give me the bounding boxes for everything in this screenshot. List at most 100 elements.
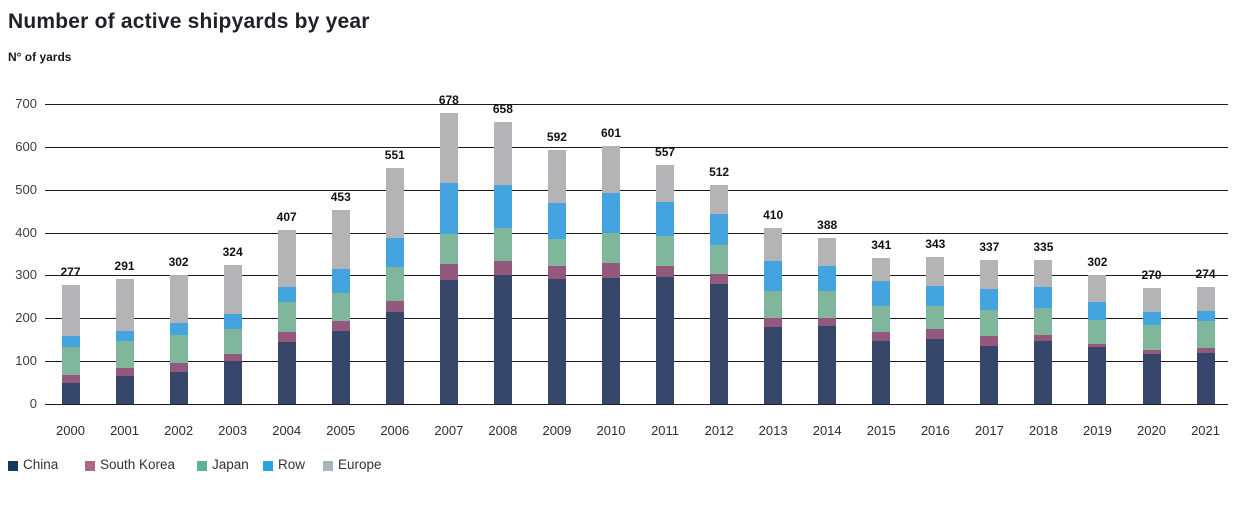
bar-segment-china-2009 — [547, 279, 566, 404]
bar-segment-row-2013 — [764, 260, 783, 291]
bar-total-label-2013: 410 — [763, 208, 784, 223]
bar-segment-south-korea-2021 — [1196, 347, 1215, 353]
bar-segment-row-2002 — [169, 322, 188, 335]
bar-total-label-2003: 324 — [222, 245, 243, 260]
bar-segment-china-2019 — [1088, 347, 1107, 404]
bar-segment-europe-2021 — [1196, 286, 1215, 312]
bar-segment-south-korea-2003 — [223, 353, 242, 362]
bar-segment-japan-2020 — [1142, 325, 1161, 351]
bar-segment-row-2017 — [980, 288, 999, 311]
bar-total-label-2010: 601 — [600, 126, 622, 141]
y-tick-label-300: 300 — [15, 267, 37, 283]
bar-segment-south-korea-2019 — [1088, 344, 1107, 348]
x-tick-label-2005: 2005 — [326, 423, 356, 438]
bar-segment-europe-2020 — [1142, 288, 1161, 313]
x-tick-label-2013: 2013 — [758, 423, 788, 438]
bar-segment-row-2005 — [331, 269, 350, 293]
legend-label-china: China — [23, 457, 59, 472]
x-tick-label-2008: 2008 — [488, 423, 518, 438]
bar-segment-row-2010 — [602, 192, 620, 233]
bar-segment-japan-2002 — [169, 334, 188, 364]
x-tick-label-2009: 2009 — [542, 423, 572, 438]
bar-segment-china-2012 — [710, 284, 729, 404]
bar-segment-row-2001 — [115, 331, 134, 341]
bar-total-label-2000: 277 — [60, 265, 81, 280]
bar-total-label-2016: 343 — [925, 237, 946, 251]
bar-segment-japan-2016 — [926, 305, 945, 330]
bar-total-label-2001: 291 — [114, 259, 135, 274]
gridline-200 — [45, 318, 1228, 320]
stacked-bar-plot-area: 0 100 200 300 400 500 600 700 277 2000 291 2001 302 2… — [0, 93, 1235, 438]
x-tick-label-2014: 2014 — [812, 423, 842, 438]
bar-segment-row-2009 — [547, 203, 566, 240]
bar-segment-china-2010 — [602, 277, 620, 404]
bar-segment-china-2015 — [872, 340, 891, 404]
bar-segment-row-2021 — [1196, 311, 1215, 321]
bar-segment-japan-2017 — [980, 310, 999, 337]
bar-segment-china-2004 — [277, 341, 296, 404]
legend-label-row: Row — [278, 457, 306, 472]
bar-segment-china-2005 — [331, 330, 350, 404]
bar-segment-japan-2010 — [602, 232, 620, 264]
bar-segment-china-2007 — [439, 279, 458, 404]
bar-segment-europe-2000 — [61, 285, 80, 336]
y-tick-label-100: 100 — [15, 353, 37, 369]
bar-segment-japan-2012 — [710, 244, 729, 274]
legend-swatch-south-korea — [85, 461, 95, 471]
bar-segment-china-2018 — [1034, 341, 1053, 404]
bar-segment-europe-2010 — [602, 146, 620, 193]
bar-segment-china-2006 — [385, 311, 404, 404]
bar-segment-row-2016 — [926, 285, 945, 306]
bar-total-label-2012: 512 — [709, 164, 730, 179]
bar-segment-south-korea-2017 — [980, 336, 999, 347]
bar-segment-row-2006 — [385, 237, 404, 268]
bar-total-label-2019: 302 — [1087, 254, 1108, 269]
bar-segment-south-korea-2010 — [602, 263, 620, 278]
bar-segment-japan-2003 — [223, 329, 242, 354]
bar-total-label-2014: 388 — [817, 217, 838, 232]
bar-segment-japan-2013 — [764, 290, 783, 318]
bar-segment-south-korea-2014 — [818, 317, 837, 326]
bar-segment-south-korea-2018 — [1034, 335, 1053, 341]
y-tick-label-0: 0 — [29, 396, 37, 411]
bar-segment-row-2012 — [710, 213, 729, 245]
bar-segment-europe-2006 — [385, 167, 404, 238]
x-tick-label-2000: 2000 — [56, 423, 85, 438]
legend-swatch-europe — [323, 461, 333, 471]
bar-segment-europe-2017 — [980, 259, 999, 289]
bar-segment-south-korea-2015 — [872, 332, 891, 341]
bar-segment-japan-2021 — [1196, 320, 1215, 348]
bar-segment-china-2003 — [223, 361, 242, 404]
x-tick-label-2012: 2012 — [704, 423, 734, 438]
bar-segment-japan-2019 — [1088, 320, 1107, 344]
bar-segment-europe-2018 — [1034, 260, 1053, 287]
bar-segment-china-2017 — [980, 346, 999, 404]
chart-title: Number of active shipyards by year — [8, 10, 370, 33]
bar-segment-europe-2012 — [710, 184, 729, 214]
bar-segment-japan-2001 — [115, 341, 134, 368]
bar-segment-south-korea-2007 — [439, 264, 458, 280]
x-tick-label-2016: 2016 — [920, 423, 950, 438]
bar-total-label-2018: 335 — [1033, 240, 1054, 255]
bar-segment-south-korea-2008 — [493, 260, 512, 275]
legend-swatch-row — [263, 461, 273, 471]
x-tick-label-2004: 2004 — [272, 423, 302, 438]
bar-segment-south-korea-2002 — [169, 363, 188, 372]
bar-segment-japan-2011 — [656, 235, 675, 267]
bar-segment-japan-2008 — [493, 227, 512, 261]
bar-segment-japan-2006 — [385, 267, 404, 301]
x-tick-label-2017: 2017 — [974, 423, 1004, 438]
bar-segment-south-korea-2011 — [656, 266, 675, 277]
bar-total-label-2009: 592 — [546, 130, 567, 145]
bar-segment-china-2020 — [1142, 354, 1161, 404]
bar-segment-china-2011 — [656, 276, 675, 404]
legend-label-japan: Japan — [212, 457, 249, 472]
legend-swatch-japan — [197, 461, 207, 471]
x-tick-label-2011: 2011 — [651, 423, 680, 438]
gridline-700 — [45, 104, 1228, 105]
bar-segment-europe-2009 — [547, 150, 566, 203]
bar-segment-china-2016 — [926, 339, 945, 404]
x-tick-label-2006: 2006 — [380, 423, 410, 438]
bar-segment-europe-2001 — [115, 279, 134, 332]
